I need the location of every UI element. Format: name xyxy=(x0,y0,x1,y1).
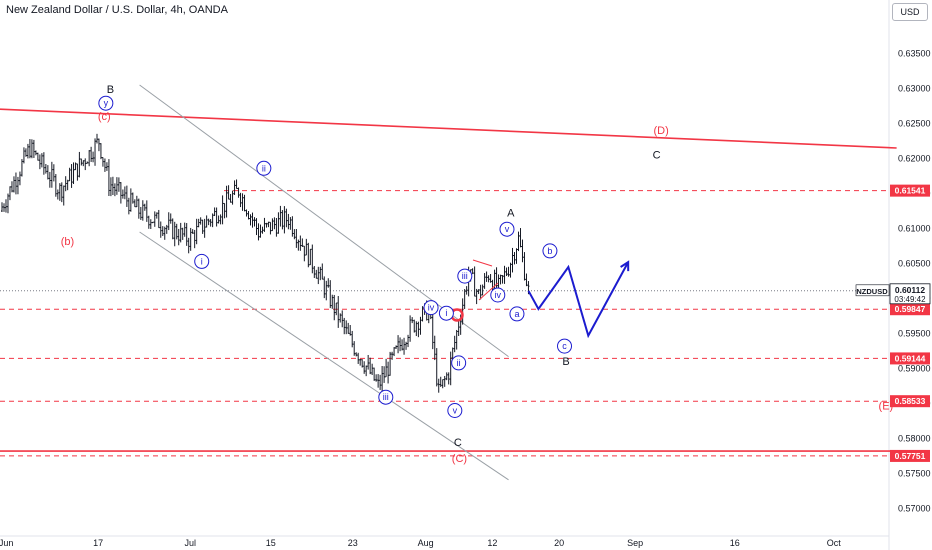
wave-label: y xyxy=(104,98,109,108)
symbol-tag xyxy=(855,284,890,297)
x-tick-label: 20 xyxy=(554,538,564,548)
wave-label: B xyxy=(562,356,569,368)
x-tick-label: 15 xyxy=(266,538,276,548)
x-tick-label: Sep xyxy=(627,538,643,548)
y-tick-label: 0.57000 xyxy=(898,504,931,514)
y-tick-label: 0.57500 xyxy=(898,469,931,479)
wave-label-circle xyxy=(447,403,463,418)
wave-label: iii xyxy=(383,392,389,402)
x-tick-label: 16 xyxy=(730,538,740,548)
wave-label: C xyxy=(653,149,661,161)
level-price-tag xyxy=(890,352,930,365)
wave-label-circle xyxy=(557,338,573,354)
chart-title: New Zealand Dollar / U.S. Dollar, 4h, OA… xyxy=(6,4,228,16)
last-price-label: 0.60112 xyxy=(895,285,926,295)
wave-label-circle xyxy=(256,160,272,176)
wave-label: (b) xyxy=(61,236,74,248)
y-tick-label: 0.58000 xyxy=(898,434,931,444)
wave-label: a xyxy=(514,309,519,319)
trendline-channel-lower xyxy=(139,231,509,481)
wave-label-circle xyxy=(438,305,454,321)
last-price-tag xyxy=(889,283,931,305)
wave-label-circle xyxy=(423,300,439,316)
level-price-tag xyxy=(890,395,930,408)
y-tick-label: 0.62500 xyxy=(898,119,931,129)
wave-label-circle xyxy=(194,253,210,269)
wave-label-circle xyxy=(98,95,114,111)
wave-label-circle xyxy=(378,389,394,405)
wave-label: (E) xyxy=(879,401,894,413)
wave-label-circle xyxy=(542,243,558,259)
wave-label: ii xyxy=(457,358,461,368)
level-price-label: 0.58533 xyxy=(895,396,926,406)
x-tick-label: 23 xyxy=(348,538,358,548)
trendline-upper-red xyxy=(0,108,897,149)
wave-label: B xyxy=(107,84,114,96)
level-price-tag xyxy=(890,303,930,316)
wave-label: v xyxy=(505,224,510,234)
wave-label: iv xyxy=(495,290,502,300)
wedge-upper-line xyxy=(472,259,493,267)
level-price-label: 0.61541 xyxy=(895,186,926,196)
wave-label-circle xyxy=(499,221,515,237)
wave-label: (C) xyxy=(452,453,467,465)
wave-label: ii xyxy=(262,163,266,173)
y-tick-label: 0.59500 xyxy=(898,329,931,339)
wave-label-circle xyxy=(451,355,467,371)
wave-label: v xyxy=(453,406,458,416)
projection-path xyxy=(527,261,630,339)
wave-label: b xyxy=(547,246,552,256)
level-price-tag xyxy=(890,184,930,197)
y-tick-label: 0.63000 xyxy=(898,84,931,94)
level-price-label: 0.57751 xyxy=(895,451,926,461)
x-tick-label: Jul xyxy=(184,538,196,548)
symbol-label: NZDUSD xyxy=(856,287,888,296)
y-tick-label: 0.62000 xyxy=(898,154,931,164)
wave-label: iii xyxy=(462,271,468,281)
x-tick-label: 17 xyxy=(93,538,103,548)
wave-label-circle xyxy=(490,287,506,303)
projection-arrowhead xyxy=(620,260,630,272)
y-tick-label: 0.60500 xyxy=(898,259,931,269)
level-price-tag xyxy=(890,449,930,462)
wave-label: i xyxy=(201,256,203,266)
countdown-label: 03:49:42 xyxy=(894,295,926,304)
x-tick-label: Aug xyxy=(418,538,434,548)
wave-label: i xyxy=(445,308,447,318)
level-price-label: 0.59144 xyxy=(895,353,926,363)
level-price-label: 0.59847 xyxy=(895,304,926,314)
wave-label-circle xyxy=(457,268,473,284)
wave-label: A xyxy=(507,207,515,219)
x-tick-label: Jun xyxy=(0,538,13,548)
y-tick-label: 0.61000 xyxy=(898,224,931,234)
wave-label: (D) xyxy=(654,125,669,137)
wave-label: iv xyxy=(428,303,435,313)
x-tick-label: 12 xyxy=(487,538,497,548)
wave-label: c xyxy=(562,341,567,351)
y-tick-label: 0.63500 xyxy=(898,49,931,59)
wedge-lower-line xyxy=(478,282,499,301)
currency-selector[interactable]: USD xyxy=(892,3,928,21)
wave-label-circle xyxy=(509,306,525,322)
x-tick-label: Oct xyxy=(827,538,842,548)
wave-label: (c) xyxy=(98,111,111,123)
y-tick-label: 0.59000 xyxy=(898,364,931,374)
wave-label: C xyxy=(454,437,462,449)
